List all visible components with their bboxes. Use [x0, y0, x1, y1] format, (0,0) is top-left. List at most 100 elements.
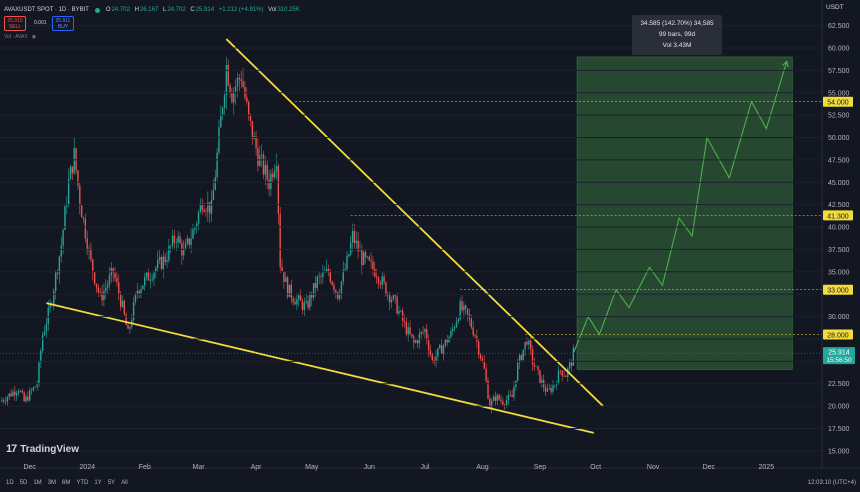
range-1y[interactable]: 1Y	[94, 480, 102, 486]
y-tick-label: 45.000	[828, 180, 850, 187]
candle-body	[516, 362, 519, 381]
candle-body	[79, 185, 81, 206]
indicator-row[interactable]: Vol · AVAX ◉	[4, 34, 36, 40]
range-selector: 1D 5D 1M 3M 6M YTD 1Y 5Y All	[6, 480, 128, 486]
candle-body	[188, 238, 190, 245]
candle-body	[207, 202, 209, 212]
candle-body	[201, 203, 203, 210]
candle-body	[381, 276, 383, 285]
level-tag	[823, 210, 853, 221]
candle-body	[461, 301, 463, 311]
y-tick-label: 62.500	[828, 23, 850, 30]
candle-body	[362, 252, 365, 265]
candle-body	[247, 101, 250, 115]
candle-body	[541, 379, 543, 384]
candle-body	[10, 393, 12, 397]
range-1m[interactable]: 1M	[33, 480, 42, 486]
candle-body	[472, 327, 474, 336]
candle-body	[281, 267, 283, 272]
candle-body	[537, 366, 539, 371]
candle-body	[145, 272, 148, 278]
eye-icon[interactable]: ◉	[31, 34, 37, 40]
candle-body	[86, 238, 88, 251]
candle-body	[518, 355, 521, 363]
candle-body	[309, 294, 311, 308]
candle-body	[570, 362, 573, 366]
symbol-title[interactable]: AVAXUSDT SPOT · 1D · BYBIT	[4, 7, 89, 13]
candle-body	[129, 326, 131, 329]
candle-body	[12, 391, 14, 397]
candle-body	[101, 292, 103, 301]
candle-body	[23, 392, 25, 402]
x-tick-label: Sep	[534, 464, 547, 471]
candle-body	[511, 395, 513, 398]
candle-body	[565, 375, 567, 377]
candle-body	[489, 398, 491, 409]
candle-body	[370, 260, 372, 262]
sell-label: SELL	[8, 24, 22, 30]
candle-body	[426, 329, 428, 341]
range-6m[interactable]: 6M	[62, 480, 71, 486]
clock[interactable]: 12:03:10 (UTC+4)	[807, 480, 856, 486]
candle-body	[539, 370, 541, 384]
bar-countdown: 15:56:50	[826, 357, 852, 364]
candle-body	[372, 261, 374, 269]
candle-body	[491, 400, 493, 409]
candle-body	[279, 213, 281, 268]
candle-body	[173, 235, 176, 243]
candle-body	[62, 229, 64, 246]
change-value: +1.212 (+4.91%)	[218, 7, 264, 13]
candle-body	[144, 277, 146, 286]
candle-body	[257, 148, 259, 166]
candle-body	[15, 393, 18, 396]
candle-body	[262, 154, 265, 175]
candle-body	[82, 217, 85, 219]
y-tick-label: 42.500	[828, 202, 850, 209]
candle-body	[411, 334, 413, 337]
range-3m[interactable]: 3M	[47, 480, 57, 486]
candle-body	[366, 256, 369, 258]
buy-button[interactable]: 25.911 BUY	[52, 16, 74, 31]
spread-value: 0.001	[34, 20, 47, 26]
candle-body	[21, 390, 23, 393]
candle-body	[168, 246, 170, 261]
chart-header: AVAXUSDT SPOT · 1D · BYBIT O24.702 H26.1…	[4, 4, 303, 16]
candle-body	[260, 154, 263, 156]
range-5d[interactable]: 5D	[19, 480, 28, 486]
range-5y[interactable]: 5Y	[107, 480, 116, 486]
candle-body	[459, 301, 461, 320]
candle-body	[377, 277, 380, 284]
y-tick-label: 50.000	[828, 135, 850, 142]
candle-body	[19, 390, 22, 392]
candle-body	[435, 356, 437, 363]
level-tag	[823, 96, 853, 107]
candle-body	[69, 166, 72, 180]
candle-body	[103, 291, 105, 301]
candle-body	[340, 281, 343, 294]
candle-body	[221, 107, 224, 116]
measure-volume: Vol 3.43M	[662, 42, 692, 49]
range-all[interactable]: All	[121, 480, 128, 486]
candle-body	[218, 127, 220, 153]
range-1d[interactable]: 1D	[6, 480, 14, 486]
x-tick-label: Apr	[251, 464, 263, 471]
candle-body	[470, 318, 473, 328]
candle-body	[504, 404, 506, 406]
candle-body	[28, 390, 31, 401]
candle-body	[424, 329, 426, 333]
candle-body	[93, 272, 96, 284]
level-label: 54.000	[827, 100, 849, 107]
sell-button[interactable]: 25.910 SELL	[4, 16, 26, 31]
candle-body	[54, 272, 57, 291]
candle-body	[71, 166, 74, 174]
candle-body	[194, 227, 196, 230]
y-tick-label: 15.000	[828, 448, 850, 455]
candle-body	[197, 212, 200, 224]
candle-body	[92, 259, 94, 273]
range-ytd[interactable]: YTD	[76, 480, 89, 486]
trendline	[225, 38, 604, 407]
candle-body	[353, 230, 356, 243]
candle-body	[14, 391, 16, 396]
candle-body	[427, 340, 430, 351]
